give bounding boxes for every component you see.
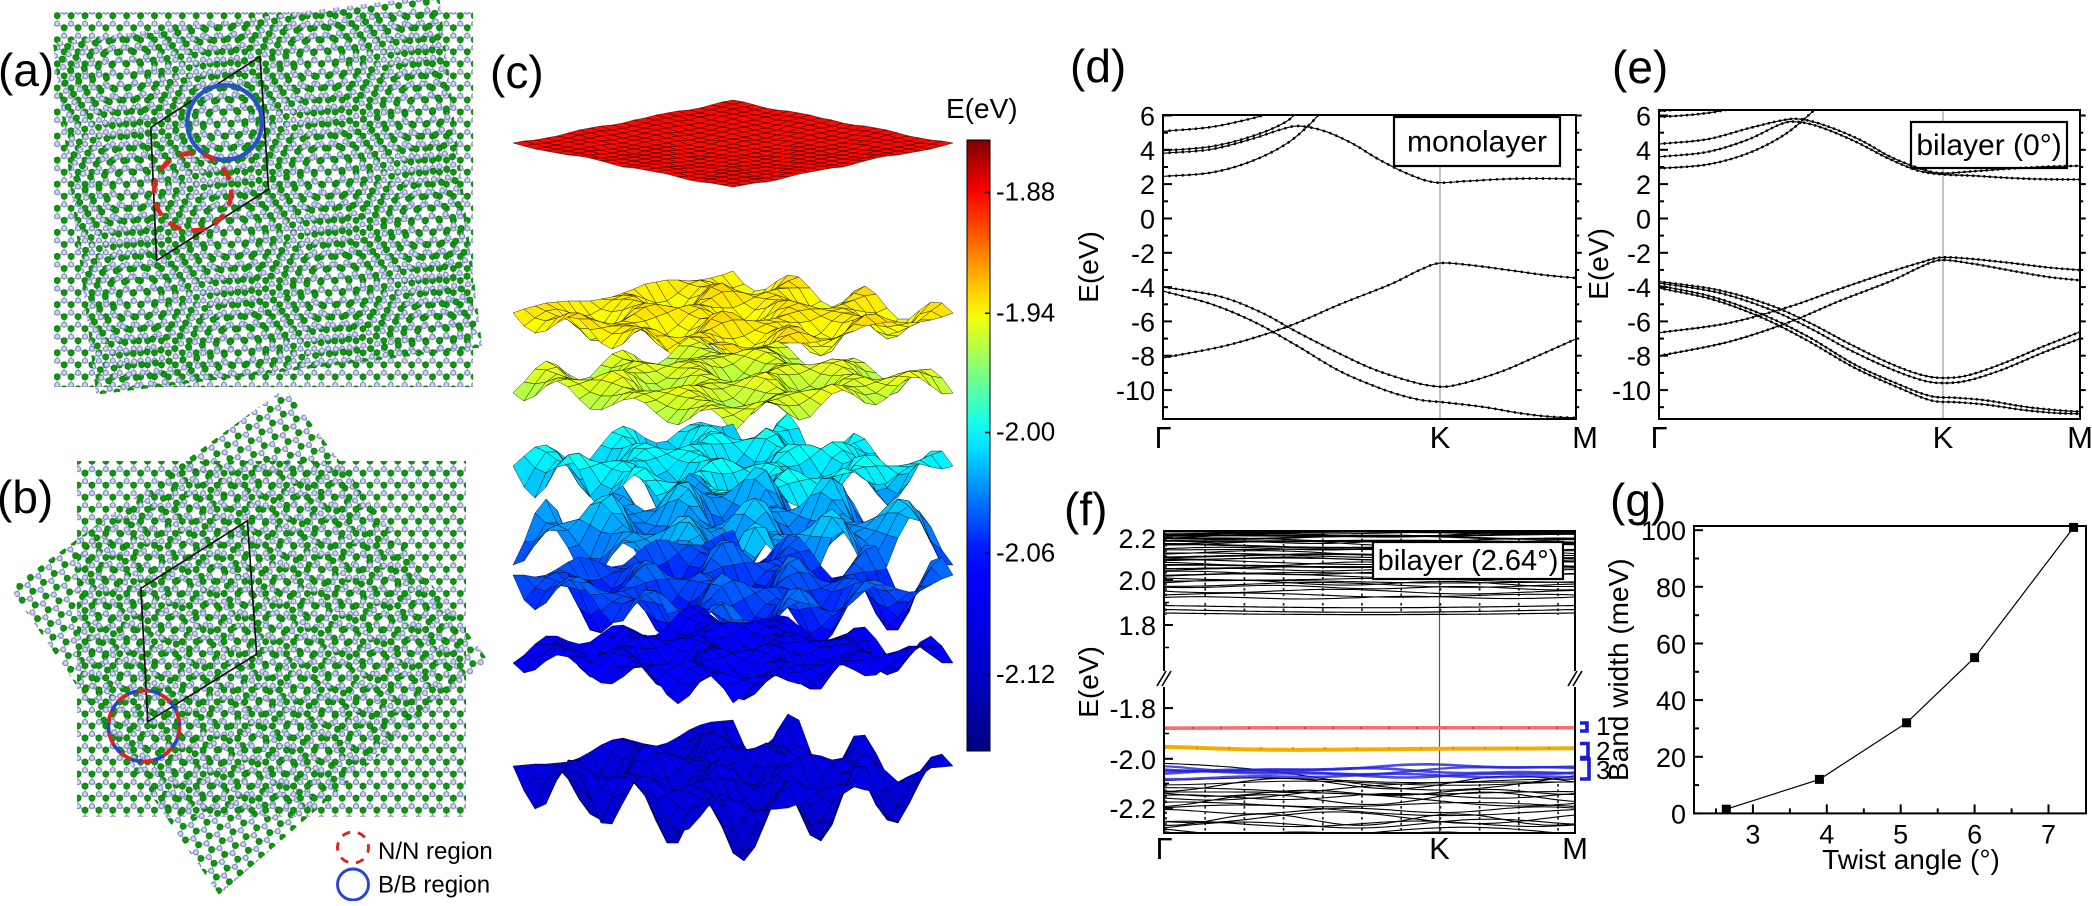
svg-text:(b): (b) — [0, 471, 53, 523]
svg-text:6: 6 — [1967, 819, 1982, 849]
svg-text:80: 80 — [1656, 573, 1686, 603]
svg-text:-2.2: -2.2 — [1109, 794, 1156, 824]
svg-text:M: M — [2067, 420, 2092, 455]
svg-text:bilayer (0°): bilayer (0°) — [1916, 129, 2061, 162]
svg-text:60: 60 — [1656, 630, 1686, 660]
svg-text:(e): (e) — [1612, 41, 1668, 93]
svg-text:1: 1 — [1596, 711, 1610, 741]
svg-text:4: 4 — [1140, 136, 1155, 166]
svg-text:E(eV): E(eV) — [1073, 646, 1104, 718]
svg-text:4: 4 — [1819, 819, 1834, 849]
svg-text:7: 7 — [2041, 819, 2056, 849]
svg-text:2: 2 — [1140, 170, 1155, 200]
svg-text:5: 5 — [1893, 819, 1908, 849]
svg-text:-4: -4 — [1131, 273, 1155, 303]
svg-text:Γ: Γ — [1155, 831, 1172, 866]
svg-text:3: 3 — [1596, 755, 1610, 785]
svg-text:1.8: 1.8 — [1118, 611, 1156, 641]
svg-text:-6: -6 — [1131, 307, 1155, 337]
svg-text:20: 20 — [1656, 743, 1686, 773]
svg-text:-2: -2 — [1627, 239, 1651, 269]
svg-text:bilayer (2.64°): bilayer (2.64°) — [1378, 545, 1559, 577]
svg-text:-6: -6 — [1627, 307, 1651, 337]
svg-text:-1.88: -1.88 — [996, 177, 1055, 207]
svg-text:B/B region: B/B region — [378, 872, 490, 899]
svg-text:N/N region: N/N region — [378, 838, 493, 865]
svg-text:-2.12: -2.12 — [996, 659, 1055, 689]
svg-text:E(eV): E(eV) — [1583, 228, 1614, 300]
svg-text:(f): (f) — [1064, 483, 1107, 535]
svg-text:2.2: 2.2 — [1118, 524, 1156, 554]
svg-text:E(eV): E(eV) — [946, 93, 1018, 124]
svg-text:monolayer: monolayer — [1407, 126, 1547, 159]
svg-text:2: 2 — [1636, 170, 1651, 200]
svg-text:-1.94: -1.94 — [996, 297, 1055, 327]
svg-text:-2.06: -2.06 — [996, 537, 1055, 567]
svg-text:Γ: Γ — [1154, 420, 1171, 455]
svg-text:-8: -8 — [1131, 342, 1155, 372]
svg-text:Band width (meV): Band width (meV) — [1603, 558, 1634, 781]
svg-text:-4: -4 — [1627, 273, 1651, 303]
svg-text:K: K — [1430, 420, 1451, 455]
svg-text:-10: -10 — [1116, 376, 1155, 406]
svg-text:M: M — [1562, 831, 1588, 866]
svg-text:E(eV): E(eV) — [1073, 231, 1104, 303]
svg-text:-2.0: -2.0 — [1109, 745, 1156, 775]
svg-text:4: 4 — [1636, 136, 1651, 166]
svg-text:3: 3 — [1745, 819, 1760, 849]
svg-text:2.0: 2.0 — [1118, 566, 1156, 596]
svg-text:-8: -8 — [1627, 342, 1651, 372]
svg-text:(d): (d) — [1070, 40, 1126, 92]
svg-text:(g): (g) — [1610, 474, 1666, 526]
svg-text:-2: -2 — [1131, 239, 1155, 269]
svg-text:6: 6 — [1140, 102, 1155, 132]
svg-text:0: 0 — [1636, 205, 1651, 235]
svg-text:(a): (a) — [0, 44, 54, 96]
svg-text:-10: -10 — [1612, 376, 1651, 406]
svg-text:40: 40 — [1656, 686, 1686, 716]
svg-text:Γ: Γ — [1650, 420, 1667, 455]
svg-text:0: 0 — [1671, 799, 1686, 829]
svg-text:-2.00: -2.00 — [996, 417, 1055, 447]
svg-text:(c): (c) — [490, 46, 544, 98]
svg-text:-1.8: -1.8 — [1109, 694, 1156, 724]
svg-text:Twist angle (°): Twist angle (°) — [1822, 844, 2000, 875]
svg-text:K: K — [1933, 420, 1954, 455]
svg-text:K: K — [1429, 831, 1450, 866]
svg-text:100: 100 — [1641, 516, 1686, 546]
svg-text:0: 0 — [1140, 205, 1155, 235]
svg-text:M: M — [1572, 420, 1598, 455]
svg-text:6: 6 — [1636, 102, 1651, 132]
svg-text:2: 2 — [1596, 736, 1610, 766]
